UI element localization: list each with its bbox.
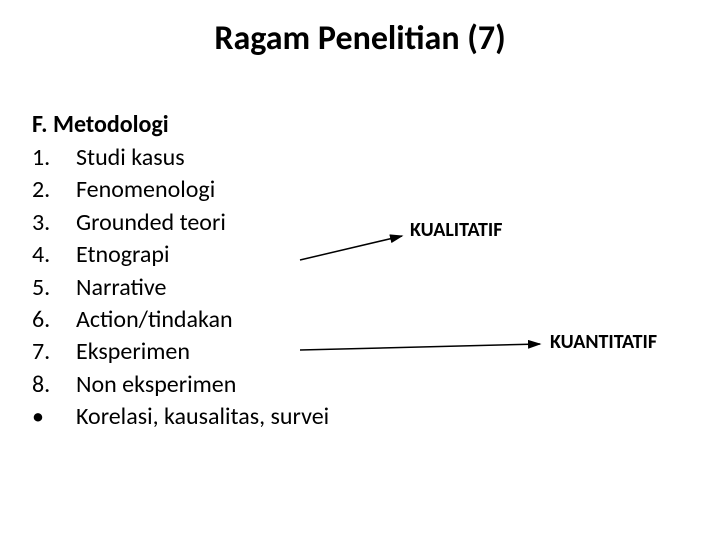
item-number: • xyxy=(32,401,76,433)
item-text: Etnograpi xyxy=(76,239,170,271)
list-item: 6. Action/tindakan xyxy=(32,304,329,336)
item-text: Studi kasus xyxy=(76,142,185,174)
item-number: 7. xyxy=(32,336,76,368)
list-item: 4. Etnograpi xyxy=(32,239,329,271)
item-number: 4. xyxy=(32,239,76,271)
item-number: 3. xyxy=(32,207,76,239)
item-number: 2. xyxy=(32,174,76,206)
list-item: 2. Fenomenologi xyxy=(32,174,329,206)
item-text: Grounded teori xyxy=(76,207,226,239)
slide-title: Ragam Penelitian (7) xyxy=(0,18,720,59)
list-item: 8. Non eksperimen xyxy=(32,369,329,401)
item-number: 1. xyxy=(32,142,76,174)
list-item: 3. Grounded teori xyxy=(32,207,329,239)
section-heading: F. Metodologi xyxy=(32,110,169,139)
arrow-to-kuantitatif xyxy=(300,344,540,350)
label-kualitatif: KUALITATIF xyxy=(410,218,502,242)
list-item: • Korelasi, kausalitas, survei xyxy=(32,401,329,433)
list-item: 1. Studi kasus xyxy=(32,142,329,174)
item-text: Non eksperimen xyxy=(76,369,236,401)
label-kuantitatif: KUANTITATIF xyxy=(550,330,657,354)
item-text: Action/tindakan xyxy=(76,304,233,336)
item-text: Korelasi, kausalitas, survei xyxy=(76,401,329,433)
item-text: Fenomenologi xyxy=(76,174,215,206)
list-item: 7. Eksperimen xyxy=(32,336,329,368)
methodology-list: 1. Studi kasus 2. Fenomenologi 3. Ground… xyxy=(32,142,329,434)
item-number: 6. xyxy=(32,304,76,336)
item-text: Narrative xyxy=(76,272,166,304)
slide: Ragam Penelitian (7) F. Metodologi 1. St… xyxy=(0,0,720,540)
item-number: 5. xyxy=(32,272,76,304)
item-text: Eksperimen xyxy=(76,336,190,368)
item-number: 8. xyxy=(32,369,76,401)
list-item: 5. Narrative xyxy=(32,272,329,304)
